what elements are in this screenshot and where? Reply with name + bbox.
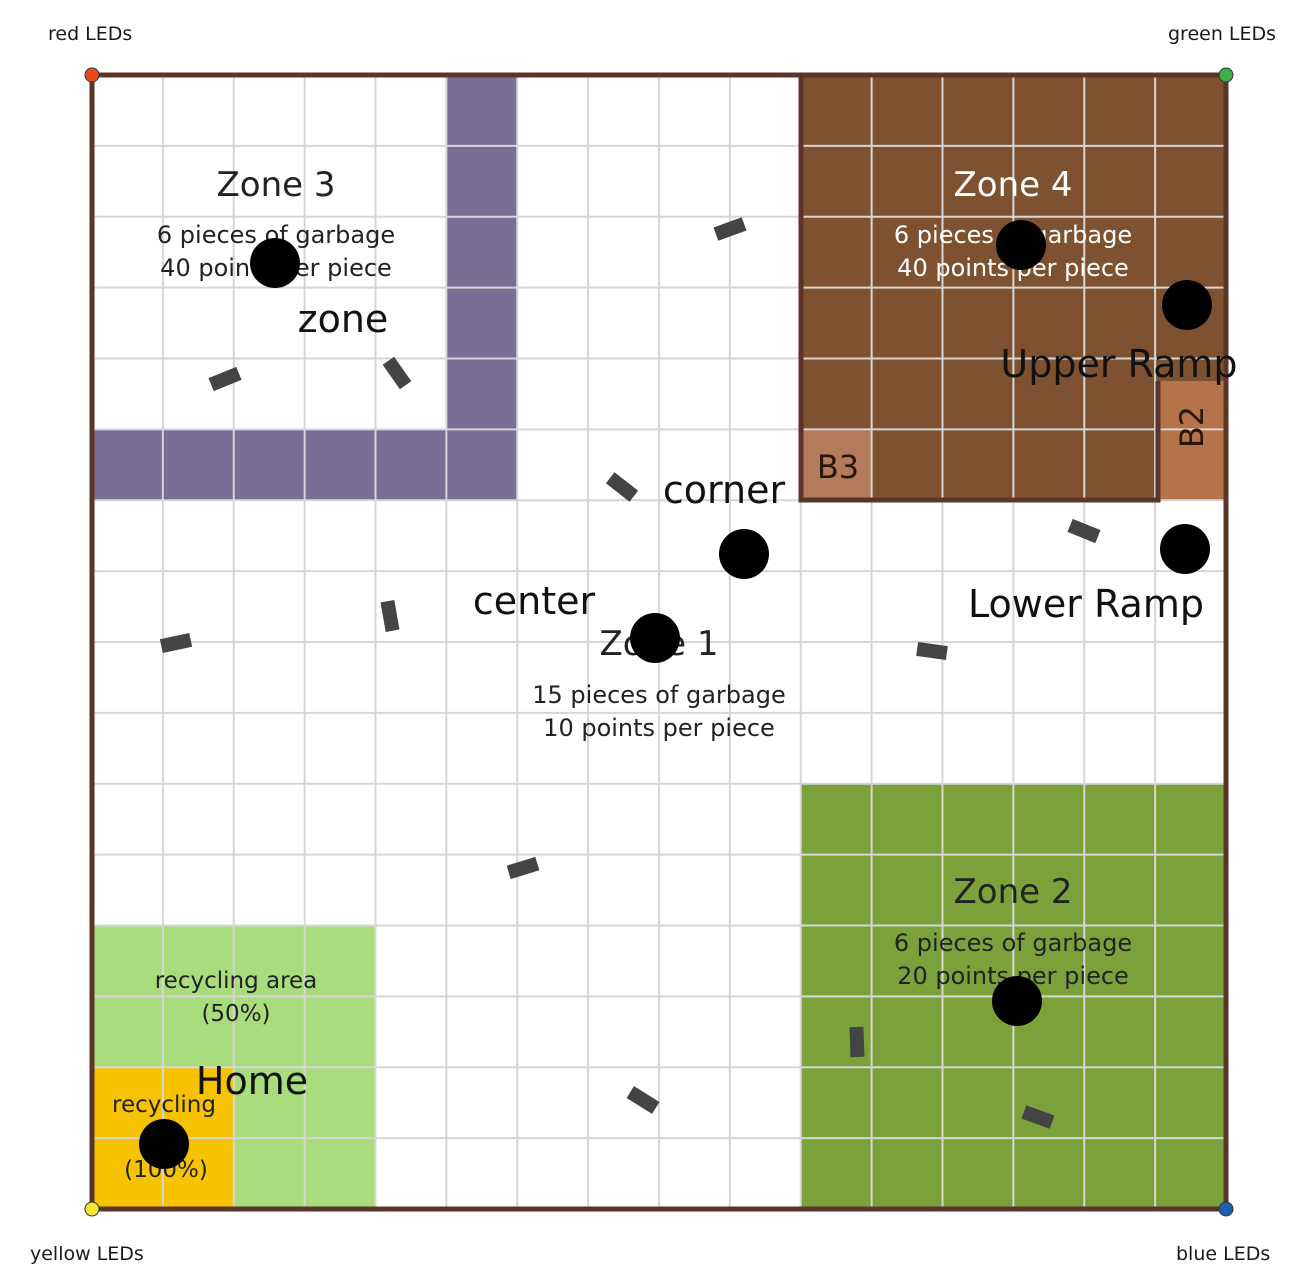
zone-2-marker-dot (992, 976, 1042, 1026)
zone-3-title: Zone 3 (217, 165, 336, 205)
yellow-led-icon (85, 1202, 99, 1216)
green-leds-label: green LEDs (1168, 23, 1276, 45)
corner-label: corner (663, 468, 786, 512)
zone-1-count: 15 pieces of garbage (532, 681, 785, 709)
red-leds-label: red LEDs (48, 23, 132, 45)
blue-led-icon (1219, 1202, 1233, 1216)
zone-1-points: 10 points per piece (543, 714, 775, 742)
recycling-area-label: recycling area (155, 968, 318, 994)
zone-marker-label: zone (298, 297, 389, 341)
b3-label: B3 (817, 448, 859, 486)
lower-ramp-label: Lower Ramp (968, 582, 1204, 626)
home-marker-dot (139, 1119, 189, 1169)
zone-4-title: Zone 4 (954, 165, 1073, 205)
garbage-piece (849, 1027, 864, 1057)
green-led-icon (1219, 68, 1233, 82)
zone-4-marker-dot (996, 220, 1046, 270)
center-marker-dot (630, 613, 680, 663)
center-label: center (473, 579, 596, 623)
lower-ramp-marker-dot (1160, 524, 1210, 574)
upper-ramp-marker-dot (1162, 280, 1212, 330)
red-led-icon (85, 68, 99, 82)
b2-label: B2 (1173, 406, 1211, 448)
blue-leds-label: blue LEDs (1176, 1243, 1270, 1265)
upper-ramp-label: Upper Ramp (1000, 342, 1237, 386)
zone-2-title: Zone 2 (954, 872, 1073, 912)
recycling-area-percent: (50%) (201, 1001, 270, 1027)
zone-2-count: 6 pieces of garbage (894, 929, 1132, 957)
home-label: Home (196, 1059, 308, 1103)
zone-marker-dot (250, 238, 300, 288)
corner-marker-dot (719, 529, 769, 579)
yellow-leds-label: yellow LEDs (30, 1243, 144, 1265)
